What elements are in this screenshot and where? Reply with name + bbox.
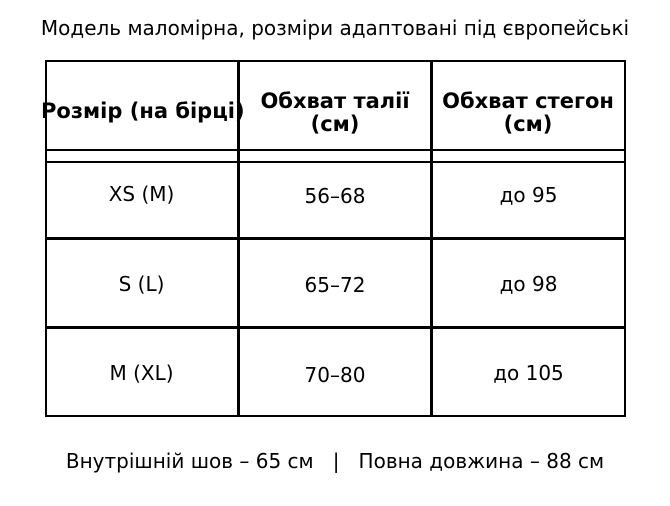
footer-separator: | [332,449,340,473]
inseam-text: Внутрішній шов – 65 см [65,449,314,473]
page-title: Модель маломірна, розміри адаптовані під… [40,16,630,40]
cell-waist: 70–80 [304,363,366,387]
cell-size: XS (M) [108,182,175,206]
cell-hips: до 95 [499,183,558,207]
length-text: Повна довжина – 88 см [358,449,605,473]
row-divider [45,149,626,151]
table-border-top [45,60,626,62]
header-waist-line1: Обхват талії [260,89,410,113]
row-divider [45,326,626,329]
row-divider [45,161,626,163]
cell-hips: до 98 [499,272,558,296]
cell-hips: до 105 [493,361,564,385]
footer-measurements: Внутрішній шов – 65 см | Повна довжина –… [0,449,670,473]
header-waist: Обхват талії (см) [236,90,434,136]
header-size: Розмір (на бірці) [41,100,245,123]
header-size-label: Розмір (на бірці) [41,99,245,123]
cell-size: M (XL) [109,361,174,385]
header-hips-line1: Обхват стегон [442,89,614,113]
table-border-bottom [45,415,626,417]
row-divider [45,237,626,240]
cell-waist: 56–68 [304,184,366,208]
cell-waist: 65–72 [304,273,366,297]
header-hips-line2: (см) [503,112,553,136]
header-waist-line2: (см) [310,112,360,136]
cell-size: S (L) [118,272,165,296]
header-hips: Обхват стегон (см) [429,90,627,136]
